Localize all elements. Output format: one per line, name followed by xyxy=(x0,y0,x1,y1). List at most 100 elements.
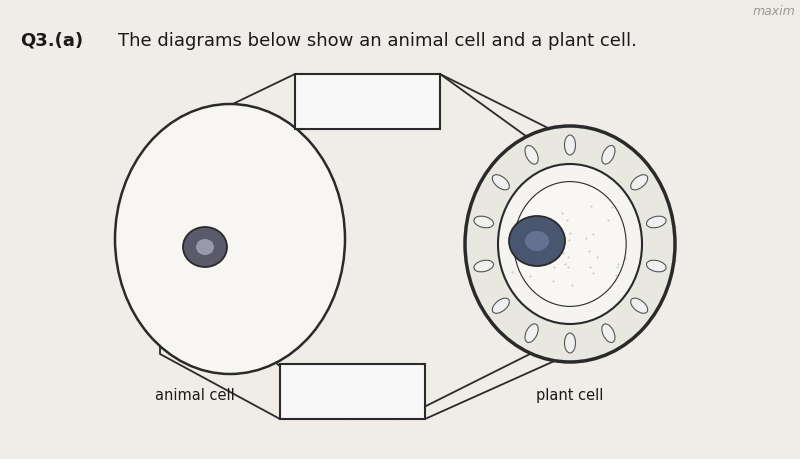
Point xyxy=(224,370,237,377)
Point xyxy=(190,124,203,131)
Point xyxy=(136,170,149,177)
Point xyxy=(279,194,292,202)
Point xyxy=(285,311,298,319)
Point xyxy=(261,265,274,272)
Point xyxy=(304,205,317,212)
Point xyxy=(302,314,314,322)
Point xyxy=(194,274,206,282)
Point xyxy=(189,287,202,295)
Point xyxy=(194,119,206,127)
Point xyxy=(306,300,318,308)
Text: Q3.(a): Q3.(a) xyxy=(20,32,83,50)
Point xyxy=(172,289,185,296)
Point xyxy=(171,211,184,218)
Point xyxy=(180,189,193,196)
Point xyxy=(283,318,296,325)
Point xyxy=(336,208,349,215)
Point xyxy=(194,253,206,260)
Point xyxy=(168,277,181,284)
Point xyxy=(292,311,305,318)
Point xyxy=(156,332,169,340)
Point xyxy=(246,312,259,319)
Point xyxy=(156,128,169,135)
Point xyxy=(154,149,166,157)
Point xyxy=(114,206,126,213)
Point xyxy=(250,240,262,247)
Point xyxy=(263,271,276,278)
Point xyxy=(200,197,213,204)
Point xyxy=(184,182,197,189)
Point xyxy=(262,184,275,191)
Point xyxy=(276,176,289,184)
Point xyxy=(190,332,203,339)
Point xyxy=(263,114,276,121)
Point xyxy=(224,215,237,222)
Point xyxy=(242,112,254,119)
Point xyxy=(209,185,222,193)
Point xyxy=(293,135,306,143)
Point xyxy=(159,172,172,179)
Point xyxy=(242,249,254,257)
Point xyxy=(275,249,288,257)
Point xyxy=(137,265,150,272)
Point xyxy=(260,122,273,129)
Point xyxy=(176,349,189,356)
Point xyxy=(201,293,214,301)
Point xyxy=(248,275,261,282)
Point xyxy=(306,197,318,205)
Point xyxy=(162,225,175,233)
Point xyxy=(280,134,293,142)
Point xyxy=(205,222,218,229)
Point xyxy=(134,234,147,241)
Point xyxy=(267,263,280,270)
Point xyxy=(274,255,286,263)
Point xyxy=(125,225,138,233)
Point xyxy=(304,156,317,163)
Point xyxy=(209,103,222,111)
Point xyxy=(182,356,195,364)
Point xyxy=(255,218,268,226)
Point xyxy=(266,352,278,359)
Point xyxy=(277,153,290,160)
Point xyxy=(254,260,267,267)
Point xyxy=(198,114,211,121)
Point xyxy=(238,112,251,119)
Point xyxy=(206,234,218,241)
Point xyxy=(248,256,261,263)
Point xyxy=(166,128,178,135)
Point xyxy=(148,264,161,272)
Point xyxy=(134,227,146,234)
Point xyxy=(229,191,242,198)
Point xyxy=(330,265,342,273)
Point xyxy=(133,179,146,186)
Point xyxy=(289,256,302,263)
Point xyxy=(283,154,296,162)
Point xyxy=(250,146,263,154)
Point xyxy=(163,240,176,247)
Point xyxy=(262,130,274,137)
Point xyxy=(127,170,140,177)
Point xyxy=(177,232,190,240)
Point xyxy=(182,233,194,241)
Point xyxy=(214,226,227,234)
Point xyxy=(182,325,195,332)
Point xyxy=(238,256,250,263)
Point xyxy=(129,291,142,298)
Point xyxy=(314,204,326,212)
Point xyxy=(222,216,235,223)
Point xyxy=(275,195,288,202)
Point xyxy=(319,257,332,265)
Point xyxy=(295,196,308,204)
Point xyxy=(259,345,272,352)
Point xyxy=(139,252,152,260)
Point xyxy=(214,205,227,213)
Point xyxy=(174,246,187,253)
Point xyxy=(167,120,180,128)
Point xyxy=(258,216,270,224)
Point xyxy=(325,213,338,220)
Point xyxy=(152,252,165,260)
Point xyxy=(270,324,283,331)
Point xyxy=(295,174,308,181)
Point xyxy=(127,210,140,217)
Point xyxy=(328,272,341,279)
